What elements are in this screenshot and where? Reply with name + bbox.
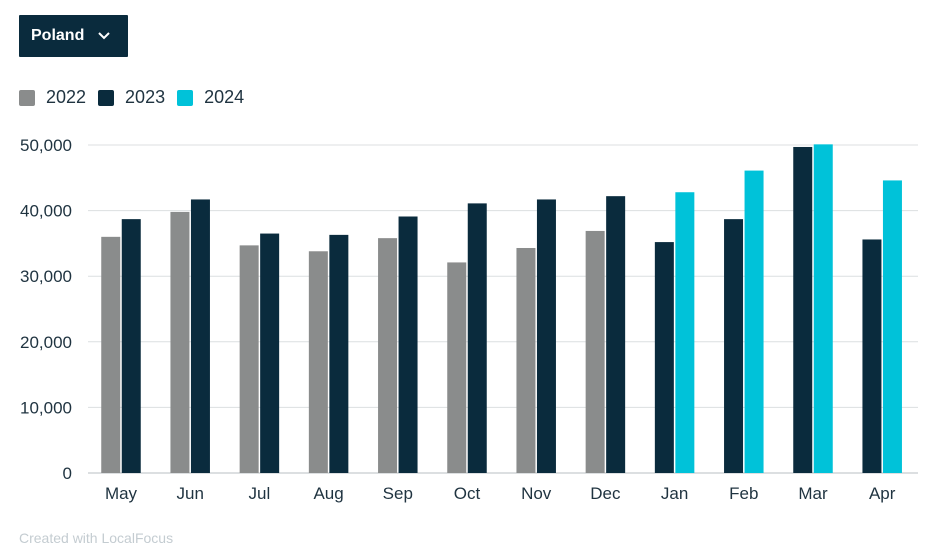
legend-label-2022: 2022 (46, 87, 87, 107)
bar-2024-mar (813, 144, 833, 473)
legend-item-2022[interactable]: 2022 (19, 87, 86, 108)
bar-2023-mar (793, 146, 813, 473)
x-tick-label: Sep (383, 484, 413, 503)
x-tick-label: Nov (521, 484, 552, 503)
bar-2023-feb (724, 219, 744, 473)
bar-2023-oct (467, 203, 487, 473)
y-tick-label: 40,000 (20, 202, 72, 221)
bar-2023-sep (398, 216, 418, 473)
legend: 2022 2023 2024 (19, 87, 256, 108)
bar-2023-dec (606, 196, 626, 473)
x-tick-label: Jan (661, 484, 688, 503)
bar-chart: 0 10,000 20,000 30,000 40,000 50,000 May Jun Jul… (20, 136, 918, 503)
bar-2023-nov (536, 199, 556, 473)
legend-label-2023: 2023 (125, 87, 166, 107)
legend-swatch-2023 (98, 89, 115, 106)
bar-2023-jul (260, 233, 280, 473)
x-tick-label: Feb (729, 484, 758, 503)
credit-text: Created with LocalFocus (19, 530, 174, 546)
bar-2024-jan (675, 192, 695, 473)
bar-2022-dec (585, 230, 605, 473)
legend-swatch-2022 (19, 89, 35, 106)
bar-2023-apr (862, 239, 882, 473)
legend-label-2024: 2024 (204, 87, 245, 107)
y-tick-label: 30,000 (20, 267, 72, 286)
x-tick-label: Jul (249, 484, 271, 503)
bar-2023-jun (190, 199, 210, 473)
legend-swatch-2024 (177, 89, 194, 106)
bar-2022-oct (447, 262, 467, 473)
legend-item-2024[interactable]: 2024 (177, 87, 244, 108)
country-dropdown-label: Poland (31, 27, 85, 44)
bar-2022-jul (239, 245, 259, 473)
x-tick-label: Oct (454, 484, 481, 503)
bar-2022-sep (378, 238, 398, 473)
bar-2024-feb (744, 170, 764, 474)
bar-2022-nov (516, 247, 536, 473)
y-tick-label: 20,000 (20, 333, 72, 352)
legend-item-2023[interactable]: 2023 (98, 87, 165, 108)
bar-2022-may (101, 236, 121, 473)
bar-2022-aug (308, 251, 328, 473)
bar-2024-apr (882, 180, 902, 473)
bar-2023-aug (329, 234, 349, 473)
bar-2022-jun (170, 211, 190, 474)
bar-2023-jan (654, 242, 674, 473)
x-tick-label: Mar (798, 484, 828, 503)
x-tick-label: Aug (313, 484, 343, 503)
y-tick-label: 50,000 (20, 136, 72, 155)
x-tick-label: Jun (176, 484, 203, 503)
x-tick-label: May (105, 484, 138, 503)
y-tick-label: 10,000 (20, 398, 72, 417)
bar-2023-may (121, 219, 141, 473)
x-tick-label: Dec (590, 484, 621, 503)
y-tick-label: 0 (63, 464, 72, 483)
x-tick-label: Apr (869, 484, 896, 503)
chevron-down-icon (98, 32, 111, 40)
country-dropdown[interactable]: Poland (19, 15, 128, 57)
